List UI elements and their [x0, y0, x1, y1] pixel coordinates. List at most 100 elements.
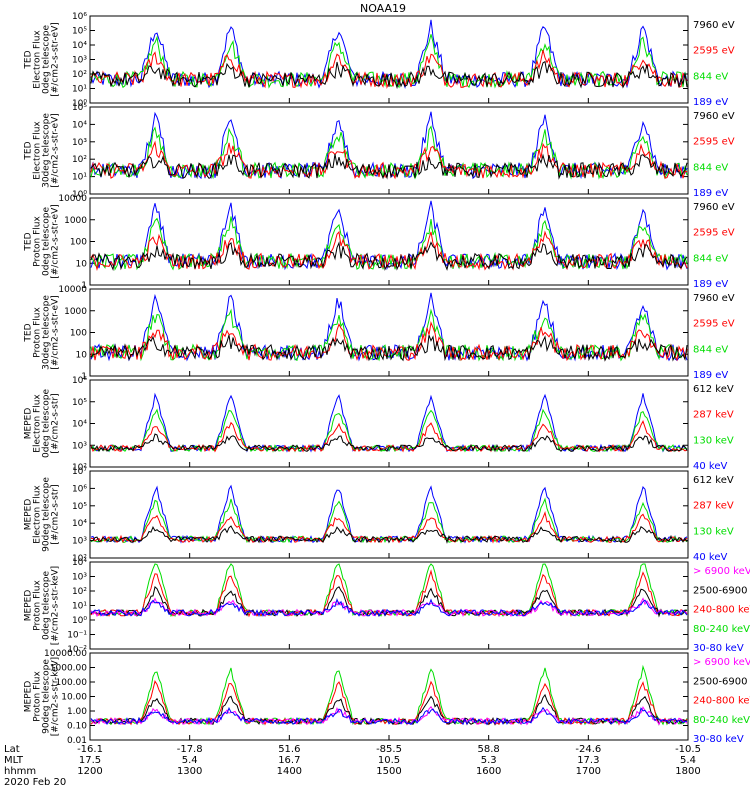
series-trace-7960-ev	[90, 153, 688, 180]
y-axis-label-line: Proton Flux	[33, 307, 43, 358]
y-tick-label: 10⁻²	[67, 645, 87, 655]
panel-frame	[89, 197, 689, 286]
y-axis-label: TEDProton Flux0deg telescope[#/cm2-s-str…	[24, 204, 61, 279]
y-axis-label-line: [#/cm2-s-str-eV]	[51, 204, 61, 279]
x-tick-label: 1200	[77, 766, 102, 777]
y-tick-label: 10⁴	[72, 558, 87, 568]
y-axis-label-line: [#/cm2-s-str-keV]	[51, 566, 61, 645]
footer-row-label: MLT	[4, 755, 24, 766]
series-trace-189-ev	[90, 200, 688, 271]
legend-entry: 130 keV	[693, 435, 734, 446]
y-tick-label: 10	[76, 350, 88, 360]
legend-entry: 612 keV	[693, 384, 734, 395]
series-trace-287-kev	[90, 420, 688, 453]
series-trace-40-kev	[90, 484, 688, 544]
y-tick-label: 10⁵	[72, 502, 87, 512]
series-trace-844-ev	[90, 125, 688, 180]
legend-entry: 2500-6900	[693, 676, 748, 687]
y-tick-label: 100	[70, 329, 87, 339]
x-tick-label: 51.6	[278, 744, 300, 755]
y-axis-label-line: Electron Flux	[33, 121, 43, 180]
series-trace--6900-kev	[90, 597, 688, 618]
panel-traces	[90, 111, 688, 180]
y-axis-label-line: 0deg telescope	[42, 389, 52, 459]
series-trace-240-800-kev	[90, 680, 688, 726]
y-tick-label: 10³	[72, 573, 87, 583]
series-trace-7960-ev	[90, 60, 688, 90]
y-axis-label-line: 90deg telescope	[42, 659, 52, 734]
panel-5: 10² 10³ 10⁴ 10⁵ 10⁶ MEPEDElectron Flux0deg te…	[24, 376, 734, 473]
panel-frame	[89, 652, 689, 741]
y-tick-label: 10⁴	[72, 41, 87, 51]
legend-entry: 189 eV	[693, 370, 728, 381]
y-tick-label: 10⁰	[72, 190, 87, 200]
panel-traces	[90, 563, 688, 618]
x-tick-label: -10.5	[675, 744, 701, 755]
series-trace-287-kev	[90, 511, 688, 544]
y-axis-label: MEPEDProton Flux90deg telescope[#/cm2-s-…	[24, 657, 61, 736]
y-tick-label: 1	[81, 281, 87, 291]
y-axis-label-line: 0deg telescope	[42, 25, 52, 95]
legend-entry: 189 eV	[693, 279, 728, 290]
y-tick-label: 100	[70, 238, 87, 248]
x-tick-label: 1300	[177, 766, 202, 777]
footer-row-label: hhmm	[4, 766, 36, 777]
x-tick-label: 1600	[476, 766, 501, 777]
y-axis-label-line: Electron Flux	[33, 30, 43, 89]
date-label: 2020 Feb 20	[4, 777, 66, 788]
y-tick-label: 10⁶	[72, 12, 87, 22]
legend-entry: 2500-6900	[693, 585, 748, 596]
y-axis-label-line: [#/cm2-s-str-eV]	[51, 22, 61, 97]
y-tick-label: 10³	[72, 56, 87, 66]
legend-entry: 287 keV	[693, 501, 734, 512]
y-axis-label-line: TED	[24, 323, 34, 342]
y-tick-label: 10⁷	[72, 467, 87, 477]
y-tick-label: 10000	[58, 285, 87, 295]
y-tick-label: 0.01	[67, 736, 87, 746]
legend-entry: 2595 eV	[693, 228, 735, 239]
y-axis-label-line: 90deg telescope	[42, 477, 52, 552]
x-tick-label: 1800	[675, 766, 700, 777]
legend-entry: 7960 eV	[693, 111, 735, 122]
y-tick-label: 10⁰	[72, 616, 87, 626]
y-axis-label-line: MEPED	[24, 499, 34, 531]
y-tick-label: 10²	[72, 463, 87, 473]
x-tick-label: 17.5	[79, 755, 101, 766]
y-tick-label: 10³	[72, 537, 87, 547]
panel-6: 10² 10³ 10⁴ 10⁵ 10⁶ 10⁷ MEPEDElectron Flux90de…	[24, 467, 734, 564]
y-tick-label: 10¹	[72, 85, 87, 95]
y-axis-label-line: [#/cm2-s-str-eV]	[51, 295, 61, 370]
y-tick-label: 10⁴	[72, 120, 87, 130]
series-trace-80-240-kev	[90, 563, 688, 618]
legend-entry: 844 eV	[693, 71, 728, 82]
panel-2: 10⁰ 10¹ 10² 10³ 10⁴ 10⁵ TEDElectron Flux30deg …	[24, 103, 735, 200]
panel-frame	[89, 561, 689, 650]
y-tick-label: 10⁰	[72, 99, 87, 109]
y-tick-label: 1000	[64, 307, 87, 317]
x-tick-label: 17.3	[577, 755, 599, 766]
y-axis-label-line: [#/cm2-s-str-keV]	[51, 657, 61, 736]
y-tick-label: 10²	[72, 70, 87, 80]
panel-7: 10⁻² 10⁻¹ 10⁰ 10¹ 10² 10³ 10⁴ MEPEDProton Flux0…	[24, 558, 750, 655]
panel-frame	[89, 15, 689, 104]
y-tick-label: 10²	[72, 155, 87, 165]
x-tick-label: 5.4	[680, 755, 696, 766]
series-trace-612-kev	[90, 525, 688, 544]
legend-entry: 7960 eV	[693, 202, 735, 213]
legend-entry: 2595 eV	[693, 137, 735, 148]
y-tick-label: 10¹	[72, 602, 87, 612]
x-tick-label: 1700	[576, 766, 601, 777]
x-tick-label: 10.5	[378, 755, 400, 766]
y-tick-label: 10.00	[61, 693, 87, 703]
y-axis-label-line: TED	[24, 232, 34, 251]
y-axis-label-line: MEPED	[24, 681, 34, 713]
series-trace-40-kev	[90, 392, 688, 453]
legend-entry: > 6900 keV	[693, 566, 750, 577]
panel-traces	[90, 484, 688, 544]
y-axis-label-line: Proton Flux	[33, 580, 43, 631]
legend-entry: 7960 eV	[693, 293, 735, 304]
y-axis-label-line: Proton Flux	[33, 671, 43, 722]
panel-frame	[89, 288, 689, 377]
y-tick-label: 10⁶	[72, 376, 87, 386]
